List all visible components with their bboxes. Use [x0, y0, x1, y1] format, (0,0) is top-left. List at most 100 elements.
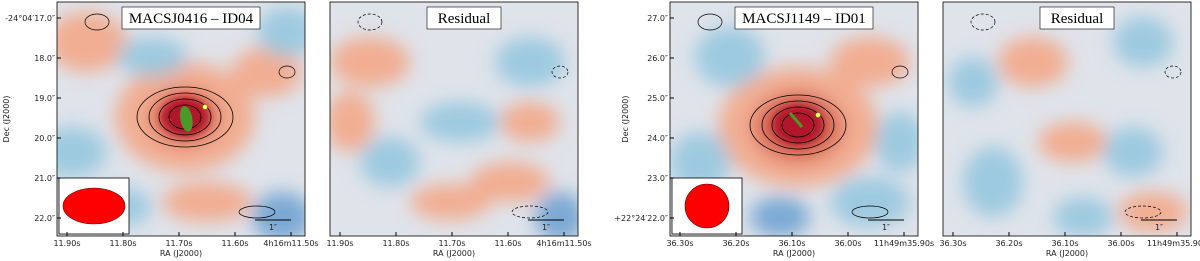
- contour: [771, 106, 825, 144]
- x-tick-label: 11h49m35.90s: [1147, 239, 1200, 248]
- x-tick-label: 36.00s: [1107, 239, 1134, 248]
- map-panel: Residual 1″ 36.30s 36.20s 36.10s 36.00s 11h49m…: [939, 1, 1200, 258]
- title-box: [1039, 6, 1115, 30]
- emission: [948, 57, 998, 107]
- emission: [330, 92, 375, 152]
- x-tick-label: 11.90s: [53, 239, 80, 248]
- scale-label: 1″: [269, 223, 277, 232]
- contour: [1164, 65, 1182, 79]
- emission: [695, 27, 765, 87]
- marker: [202, 104, 208, 110]
- x-tick-label: 36.00s: [834, 239, 861, 248]
- emission: [410, 184, 490, 220]
- contour: [891, 65, 909, 79]
- title-box: [121, 6, 261, 30]
- y-tick-label: 23.0″: [647, 174, 668, 183]
- emission: [963, 147, 1023, 217]
- y-tick-label: 24.0″: [647, 134, 668, 143]
- scale-label: 1″: [542, 223, 550, 232]
- y-tick-label: 18.0″: [34, 54, 55, 63]
- contour: [238, 205, 276, 219]
- y-tick-label: -24°04′17.0″: [5, 14, 55, 23]
- emission: [535, 192, 578, 236]
- map-panel: MACSJ1149 – ID01 1″ 36.30s 36.20s 36.10s 36.0…: [614, 1, 934, 258]
- map: [330, 2, 578, 236]
- emission: [670, 132, 730, 192]
- contour: [278, 65, 296, 79]
- source: [180, 105, 193, 132]
- emission: [500, 102, 560, 142]
- map: [943, 2, 1191, 236]
- y-tick-label: 21.0″: [34, 174, 55, 183]
- marker: [815, 112, 821, 118]
- contour: [1124, 205, 1162, 219]
- emission: [998, 37, 1068, 87]
- title-box: [426, 6, 502, 30]
- panel-title: MACSJ1149 – ID01: [742, 11, 866, 27]
- contour: [84, 13, 110, 31]
- emission: [875, 112, 918, 172]
- x-tick-label: 11.60s: [494, 239, 521, 248]
- y-tick-label: +22°24′22.0″: [614, 214, 668, 223]
- emission: [330, 37, 410, 87]
- emission: [162, 182, 252, 222]
- core: [774, 105, 822, 145]
- x-tick-label: 4h16m11.50s: [263, 239, 318, 248]
- emission: [1113, 17, 1173, 67]
- emission: [495, 37, 565, 87]
- x-tick-label: 11.80s: [109, 239, 136, 248]
- contour: [158, 98, 212, 136]
- scale-label: 1″: [1155, 223, 1163, 232]
- source: [788, 112, 804, 128]
- panel-title: Residual: [438, 11, 491, 27]
- contour: [761, 100, 835, 150]
- x-tick-label: 36.30s: [666, 239, 693, 248]
- emission: [252, 192, 305, 236]
- map: [57, 2, 305, 236]
- x-tick-label: 36.20s: [995, 239, 1022, 248]
- emission: [57, 127, 107, 177]
- scale-label: 1″: [882, 223, 890, 232]
- emission: [1118, 192, 1188, 232]
- frame: [942, 1, 1192, 237]
- contour: [749, 94, 847, 156]
- emission: [830, 37, 910, 87]
- x-tick-label: 36.30s: [939, 239, 966, 248]
- y-tick-label: 26.0″: [647, 54, 668, 63]
- x-tick-label: 36.10s: [1051, 239, 1078, 248]
- beam: [62, 187, 126, 225]
- emission: [232, 47, 302, 97]
- x-tick-label: 11.80s: [382, 239, 409, 248]
- map: [670, 2, 918, 236]
- emission: [360, 137, 420, 187]
- x-tick-label: 11.90s: [326, 239, 353, 248]
- x-tick-label: 36.20s: [722, 239, 749, 248]
- y-axis-label: Dec (J2000): [2, 96, 11, 143]
- contour: [851, 205, 889, 219]
- x-axis-label: RA (J2000): [1046, 249, 1088, 258]
- y-axis-label: Dec (J2000): [621, 96, 630, 143]
- y-tick-label: 20.0″: [34, 134, 55, 143]
- x-axis-label: RA (J2000): [433, 249, 475, 258]
- x-tick-label: 4h16m11.50s: [536, 239, 591, 248]
- emission: [117, 37, 187, 77]
- x-tick-label: 11.60s: [221, 239, 248, 248]
- emission: [420, 102, 500, 142]
- map-blobs: [948, 17, 1188, 236]
- y-tick-label: 25.0″: [647, 94, 668, 103]
- panel-title: Residual: [1051, 11, 1104, 27]
- contour: [781, 112, 815, 138]
- contour: [970, 13, 996, 31]
- x-axis-label: RA (J2000): [773, 249, 815, 258]
- contour: [697, 13, 723, 31]
- emission: [470, 162, 550, 202]
- beam: [684, 183, 730, 229]
- contour: [511, 205, 549, 219]
- contour: [357, 13, 383, 31]
- contour: [551, 65, 569, 79]
- emission: [1103, 127, 1163, 177]
- emission: [830, 177, 910, 227]
- x-tick-label: 36.10s: [778, 239, 805, 248]
- map-panel: Residual 1″ 11.90s 11.80s 11.70s 11.60s 4h16m1…: [326, 1, 592, 258]
- frame: [56, 1, 306, 237]
